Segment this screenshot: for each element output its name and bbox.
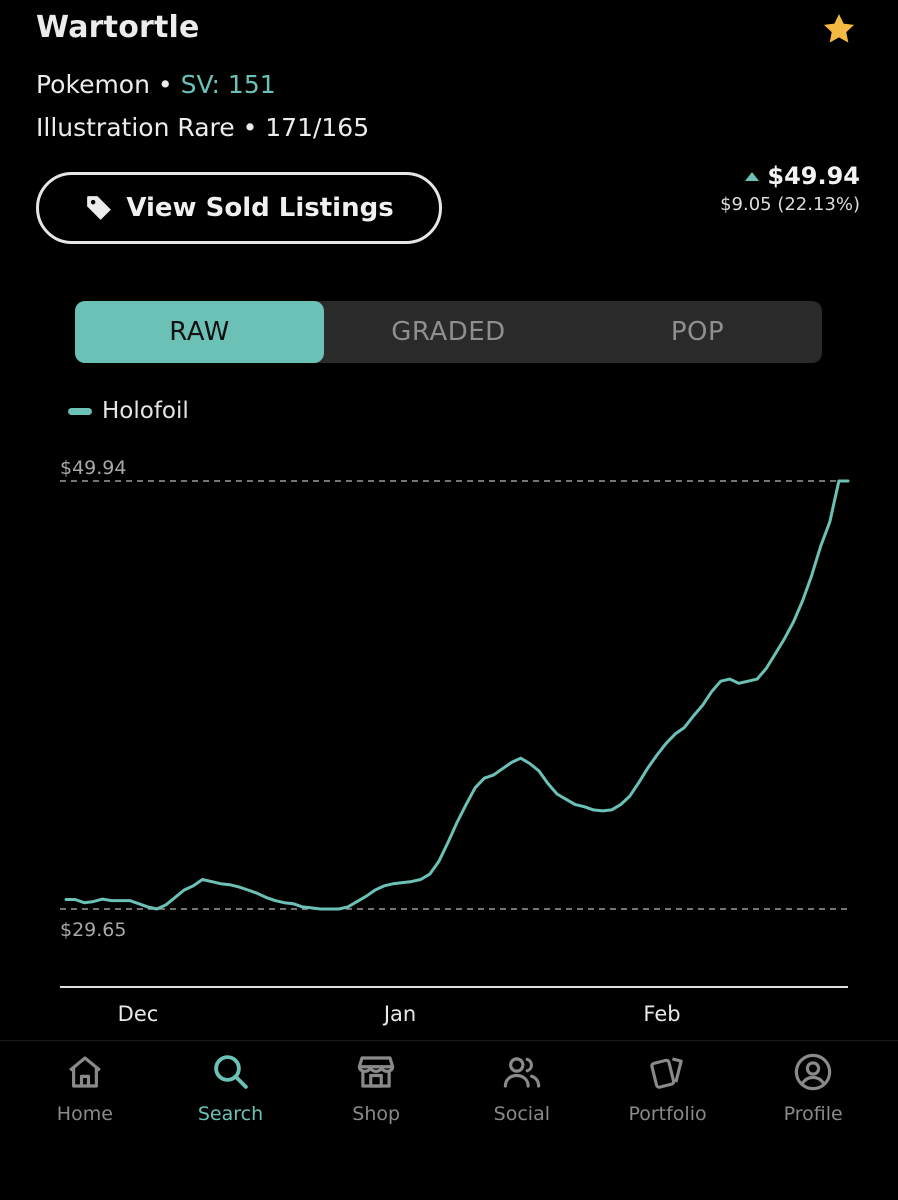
- nav-social[interactable]: Social: [449, 1041, 595, 1200]
- nav-profile-label: Profile: [783, 1103, 843, 1125]
- shop-icon: [357, 1056, 395, 1088]
- up-arrow-icon: [745, 171, 760, 181]
- x-tick-dec: Dec: [118, 1002, 159, 1026]
- x-tick-feb: Feb: [643, 1002, 680, 1026]
- view-sold-listings-button[interactable]: View Sold Listings: [36, 172, 442, 244]
- cards-icon: [649, 1057, 683, 1089]
- home-icon: [68, 1056, 101, 1088]
- nav-profile[interactable]: Profile: [740, 1041, 886, 1200]
- separator-dot: •: [157, 70, 181, 99]
- tab-graded[interactable]: GRADED: [391, 317, 506, 347]
- card-title: Wartortle: [36, 10, 200, 45]
- chart-legend: Holofoil: [68, 398, 189, 424]
- nav-search[interactable]: Search: [158, 1041, 304, 1200]
- nav-social-label: Social: [493, 1103, 551, 1125]
- price-history-chart[interactable]: $49.94 $29.65 Dec Jan Feb: [0, 440, 898, 1040]
- legend-label: Holofoil: [102, 398, 189, 424]
- social-icon: [503, 1057, 541, 1088]
- nav-portfolio-label: Portfolio: [628, 1103, 707, 1125]
- profile-icon: [794, 1053, 832, 1091]
- favorite-star-icon[interactable]: [820, 10, 858, 48]
- card-category-line: Pokemon • SV: 151: [36, 70, 276, 99]
- series-line-holofoil: [64, 479, 850, 911]
- nav-shop[interactable]: Shop: [303, 1041, 449, 1200]
- ref-label-high: $49.94: [60, 457, 126, 479]
- card-rarity-line: Illustration Rare • 171/165: [36, 113, 370, 142]
- search-icon: [213, 1055, 248, 1089]
- nav-home-label: Home: [56, 1103, 113, 1125]
- current-price: $49.94: [767, 162, 860, 190]
- card-category: Pokemon: [36, 70, 150, 99]
- nav-home[interactable]: Home: [12, 1041, 158, 1200]
- tag-icon: [87, 196, 112, 220]
- nav-shop-label: Shop: [352, 1103, 401, 1125]
- price-change: $9.05 (22.13%): [720, 194, 860, 215]
- ref-label-low: $29.65: [60, 919, 126, 941]
- bottom-nav: Home Search Shop Social Portfolio Profil…: [0, 1040, 898, 1200]
- view-sold-listings-label: View Sold Listings: [126, 193, 394, 223]
- price-summary: $49.94 $9.05 (22.13%): [720, 162, 860, 215]
- tab-raw[interactable]: RAW: [75, 301, 324, 363]
- set-link[interactable]: SV: 151: [180, 70, 276, 99]
- legend-swatch: [68, 407, 92, 415]
- x-tick-jan: Jan: [382, 1002, 416, 1026]
- nav-search-label: Search: [197, 1103, 264, 1125]
- price-type-segmented-control: RAW GRADED POP: [75, 301, 822, 363]
- tab-pop[interactable]: POP: [670, 317, 725, 347]
- nav-portfolio[interactable]: Portfolio: [595, 1041, 741, 1200]
